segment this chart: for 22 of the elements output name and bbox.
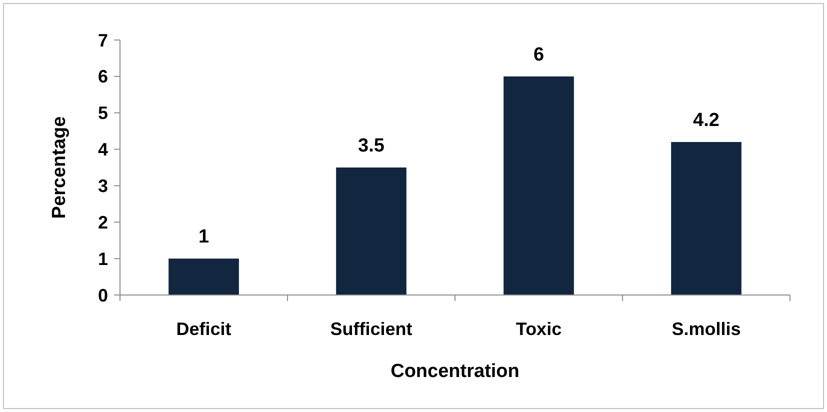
bar <box>671 142 742 295</box>
y-tick-label: 5 <box>98 103 108 124</box>
y-tick-label: 7 <box>98 30 108 50</box>
y-tick-label: 3 <box>98 176 108 196</box>
y-tick-label: 0 <box>98 285 108 306</box>
y-tick-label: 4 <box>98 140 108 160</box>
y-axis-title: Percentage <box>49 116 70 219</box>
x-tick-label: Toxic <box>516 319 562 339</box>
data-label: 4.2 <box>693 110 720 131</box>
data-label: 6 <box>533 44 544 66</box>
data-label: 1 <box>198 226 210 248</box>
x-tick-label: S.mollis <box>672 319 741 339</box>
data-label: 3.5 <box>358 136 385 156</box>
x-tick-label: Deficit <box>176 319 232 339</box>
x-axis-title: Concentration <box>390 361 520 382</box>
bar <box>504 76 574 295</box>
x-tick-label: Sufficient <box>330 319 412 339</box>
bar <box>336 168 406 295</box>
y-tick-label: 6 <box>98 66 108 87</box>
bar <box>168 258 239 295</box>
y-tick-label: 1 <box>98 248 108 269</box>
y-tick-label: 2 <box>98 212 108 232</box>
